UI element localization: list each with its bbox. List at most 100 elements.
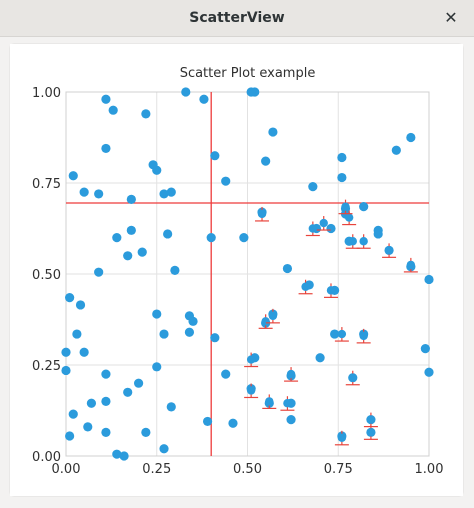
scatter-point xyxy=(123,387,133,397)
scatter-point xyxy=(152,362,162,372)
crosshair[interactable] xyxy=(66,92,429,456)
y-tick-label: 0.50 xyxy=(32,268,61,283)
scatter-point xyxy=(391,145,401,155)
scatter-point xyxy=(65,431,75,441)
scatter-point xyxy=(373,229,383,239)
scatter-point xyxy=(159,329,169,339)
scatter-point xyxy=(65,293,75,303)
scatter-point xyxy=(101,396,111,406)
scatter-point xyxy=(112,449,122,459)
scatter-point-with-error xyxy=(348,237,357,246)
y-tick-label: 0.25 xyxy=(32,359,61,374)
scatter-point xyxy=(159,444,169,454)
scatter-point-with-error xyxy=(359,331,368,341)
scatter-point xyxy=(202,416,213,427)
scatter-point xyxy=(141,427,151,437)
scatter-point-with-error xyxy=(366,428,376,437)
scatter-point xyxy=(315,353,325,363)
scatter-point xyxy=(170,265,180,275)
scatter-point xyxy=(246,87,256,97)
y-tick-label: 0.75 xyxy=(32,177,61,192)
window-title: ScatterView xyxy=(189,10,285,26)
scatter-point xyxy=(210,333,220,343)
scatter-point xyxy=(101,143,111,154)
scatter-point-with-error xyxy=(301,282,310,291)
error-bar xyxy=(280,396,295,411)
scatter-point-with-error xyxy=(337,329,347,339)
scatter-point-with-error xyxy=(337,433,347,442)
scatter-point xyxy=(101,94,111,104)
scatter-point xyxy=(188,316,198,326)
chart-title: Scatter Plot example xyxy=(180,66,316,81)
y-tick-label: 0.00 xyxy=(32,450,61,465)
x-tick-label: 0.75 xyxy=(324,462,353,477)
scatter-point xyxy=(166,402,176,412)
scatter-point xyxy=(406,132,416,143)
scatter-point xyxy=(282,263,293,274)
error-bar xyxy=(255,206,270,222)
error-bar xyxy=(345,370,360,386)
scatter-point-with-error xyxy=(283,399,292,408)
scatter-point xyxy=(337,152,347,163)
scatter-point xyxy=(79,347,89,357)
title-bar[interactable]: ScatterView ✕ xyxy=(0,0,474,37)
y-tick-label: 1.00 xyxy=(32,86,61,101)
chart-view[interactable]: Scatter Plot example 0.00 0.00 0.25 0.25 0.5… xyxy=(10,44,463,496)
x-tick-label: 1.00 xyxy=(415,462,444,477)
scatter-point xyxy=(308,182,318,192)
scatter-point xyxy=(134,378,144,388)
error-bar xyxy=(323,283,338,298)
scatter-point xyxy=(181,87,191,97)
scatter-point xyxy=(210,151,220,161)
scatter-point-with-error xyxy=(246,386,256,395)
scatter-point xyxy=(221,369,231,379)
scatter-point xyxy=(68,409,78,419)
scatter-point xyxy=(101,369,111,379)
scatter-point xyxy=(268,127,278,137)
scatter-point-with-error xyxy=(359,237,368,246)
error-bar xyxy=(284,367,299,382)
scatter-point xyxy=(424,274,434,285)
scatter-point-with-error xyxy=(344,213,354,222)
scatter-point xyxy=(261,156,271,166)
error-bar xyxy=(342,210,357,226)
error-bar xyxy=(316,216,331,231)
scatter-point xyxy=(228,418,238,428)
scatter-point-with-error xyxy=(268,311,278,321)
scatter-point xyxy=(61,365,71,376)
scatter-point xyxy=(126,194,136,204)
error-bar xyxy=(356,234,371,249)
scatter-point xyxy=(152,309,162,319)
error-bar xyxy=(356,328,371,344)
x-tick-label: 0.50 xyxy=(233,462,262,477)
scatter-point-with-error xyxy=(341,202,350,211)
scatter-point xyxy=(101,427,111,437)
scatter-point xyxy=(68,171,78,181)
error-bar xyxy=(298,279,313,295)
scatter-point-with-error xyxy=(261,317,270,326)
scatter-point xyxy=(166,187,176,197)
scatter-point xyxy=(112,233,122,243)
error-bar xyxy=(244,352,259,368)
scatter-point-with-error xyxy=(308,224,318,233)
scatter-point-with-error xyxy=(257,209,267,219)
scatter-point xyxy=(94,189,104,199)
scatter-point-with-error xyxy=(286,369,296,379)
scatter-point-with-error xyxy=(319,218,328,228)
scatter-point xyxy=(424,367,434,377)
scatter-point xyxy=(239,233,249,243)
scatter-point xyxy=(330,329,340,339)
scatter-point xyxy=(159,189,169,199)
scatter-point xyxy=(221,176,231,186)
scatter-point-with-error xyxy=(326,286,336,295)
plot-background xyxy=(10,44,463,496)
error-bar xyxy=(244,383,259,399)
scatter-point-with-error xyxy=(265,397,274,406)
error-bar xyxy=(334,430,349,446)
scatter-point xyxy=(286,415,296,425)
scatter-point xyxy=(199,94,209,104)
error-bar xyxy=(363,425,378,440)
scatter-chart[interactable]: Scatter Plot example 0.000.00 0.25 0.25 0.5… xyxy=(10,44,463,496)
scatter-point xyxy=(163,229,173,239)
close-icon[interactable]: ✕ xyxy=(444,8,458,27)
